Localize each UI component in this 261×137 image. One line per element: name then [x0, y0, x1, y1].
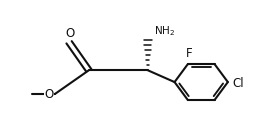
Text: F: F	[186, 47, 192, 60]
Text: O: O	[45, 88, 54, 101]
Text: Cl: Cl	[232, 77, 244, 90]
Text: NH$_2$: NH$_2$	[154, 24, 175, 38]
Text: O: O	[66, 27, 75, 40]
